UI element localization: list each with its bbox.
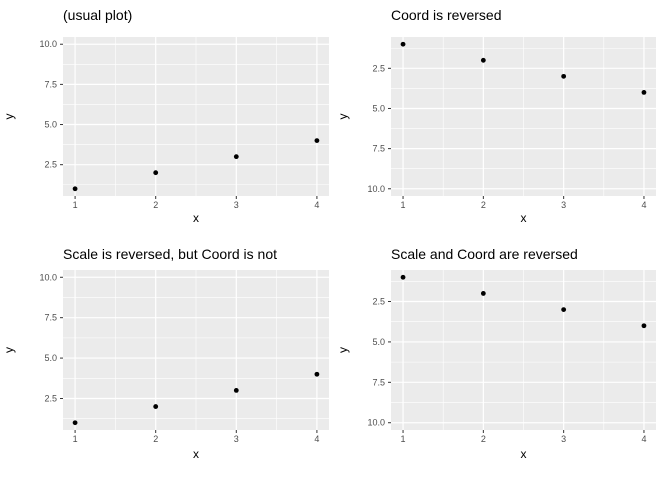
plot-title: Scale is reversed, but Coord is not <box>63 246 277 262</box>
data-point <box>480 57 486 63</box>
y-tick-label: 7.5 <box>44 313 57 323</box>
plot-svg: 1 2 3 4 2.5 5.0 7.5 10.0 Scale is reversed, but … <box>2 246 329 461</box>
data-point <box>561 307 567 312</box>
plot-svg: 1 2 3 4 2.5 5.0 7.5 10.0 Coord is reversed x y <box>336 7 656 225</box>
data-point <box>153 170 159 176</box>
x-tick-label: 3 <box>234 200 239 210</box>
y-tick-label: 2.5 <box>372 297 385 307</box>
y-axis-title: y <box>336 114 350 120</box>
y-tick-label: 5.0 <box>372 337 385 347</box>
data-point <box>480 291 486 296</box>
y-tick-label: 5.0 <box>44 353 57 363</box>
y-tick-label: 7.5 <box>372 144 385 154</box>
data-point <box>72 420 78 426</box>
plot-title: (usual plot) <box>63 7 132 23</box>
data-point <box>400 41 406 47</box>
y-axis-title: y <box>2 347 16 353</box>
y-tick-label: 10.0 <box>367 418 385 428</box>
plot-svg: 1 2 3 4 2.5 5.0 7.5 10.0 Scale and Coord are rev… <box>336 246 656 461</box>
data-point <box>153 404 159 409</box>
data-point <box>314 371 320 377</box>
x-tick-label: 3 <box>234 434 239 444</box>
data-point <box>233 154 239 160</box>
x-tick-label: 2 <box>481 434 486 444</box>
data-point <box>400 274 406 280</box>
y-axis-title: y <box>2 114 16 120</box>
x-tick-label: 4 <box>314 434 319 444</box>
x-tick-label: 1 <box>401 200 406 210</box>
x-tick-label: 4 <box>641 200 646 210</box>
y-tick-label: 10.0 <box>39 39 57 49</box>
plot-cell-coord-reversed: 1 2 3 4 2.5 5.0 7.5 10.0 Coord is reversed x y <box>336 0 672 240</box>
y-tick-label: 5.0 <box>372 103 385 113</box>
x-tick-label: 2 <box>153 200 158 210</box>
x-tick-label: 1 <box>73 434 78 444</box>
data-point <box>641 90 647 95</box>
data-point <box>233 388 239 393</box>
y-tick-label: 7.5 <box>44 79 57 89</box>
x-axis-title: x <box>521 447 527 461</box>
plot-cell-usual: 1 2 3 4 2.5 5.0 7.5 10.0 (usual plot) x y <box>0 0 336 240</box>
y-axis-title: y <box>336 347 350 353</box>
x-tick-label: 2 <box>153 434 158 444</box>
plot-cell-scale-and-coord-reversed: 1 2 3 4 2.5 5.0 7.5 10.0 Scale and Coord are rev… <box>336 240 672 480</box>
y-tick-label: 10.0 <box>367 184 385 194</box>
y-tick-label: 7.5 <box>372 377 385 387</box>
x-tick-label: 1 <box>73 200 78 210</box>
x-tick-label: 4 <box>314 200 319 210</box>
x-tick-label: 1 <box>401 434 406 444</box>
x-tick-label: 3 <box>561 200 566 210</box>
x-tick-label: 2 <box>481 200 486 210</box>
plot-cell-scale-reversed: 1 2 3 4 2.5 5.0 7.5 10.0 Scale is reversed, but … <box>0 240 336 480</box>
y-tick-label: 2.5 <box>44 160 57 170</box>
data-point <box>641 323 647 329</box>
data-point <box>561 73 567 79</box>
x-axis-title: x <box>193 211 199 225</box>
x-tick-label: 3 <box>561 434 566 444</box>
y-tick-label: 5.0 <box>44 120 57 130</box>
y-tick-label: 10.0 <box>39 272 57 282</box>
data-point <box>72 186 78 192</box>
x-tick-label: 4 <box>641 434 646 444</box>
plot-title: Scale and Coord are reversed <box>391 246 578 262</box>
y-tick-label: 2.5 <box>44 393 57 403</box>
y-tick-label: 2.5 <box>372 63 385 73</box>
plot-svg: 1 2 3 4 2.5 5.0 7.5 10.0 (usual plot) x y <box>2 7 329 225</box>
plot-title: Coord is reversed <box>391 7 502 23</box>
x-axis-title: x <box>521 211 527 225</box>
data-point <box>314 138 320 143</box>
x-axis-title: x <box>193 447 199 461</box>
